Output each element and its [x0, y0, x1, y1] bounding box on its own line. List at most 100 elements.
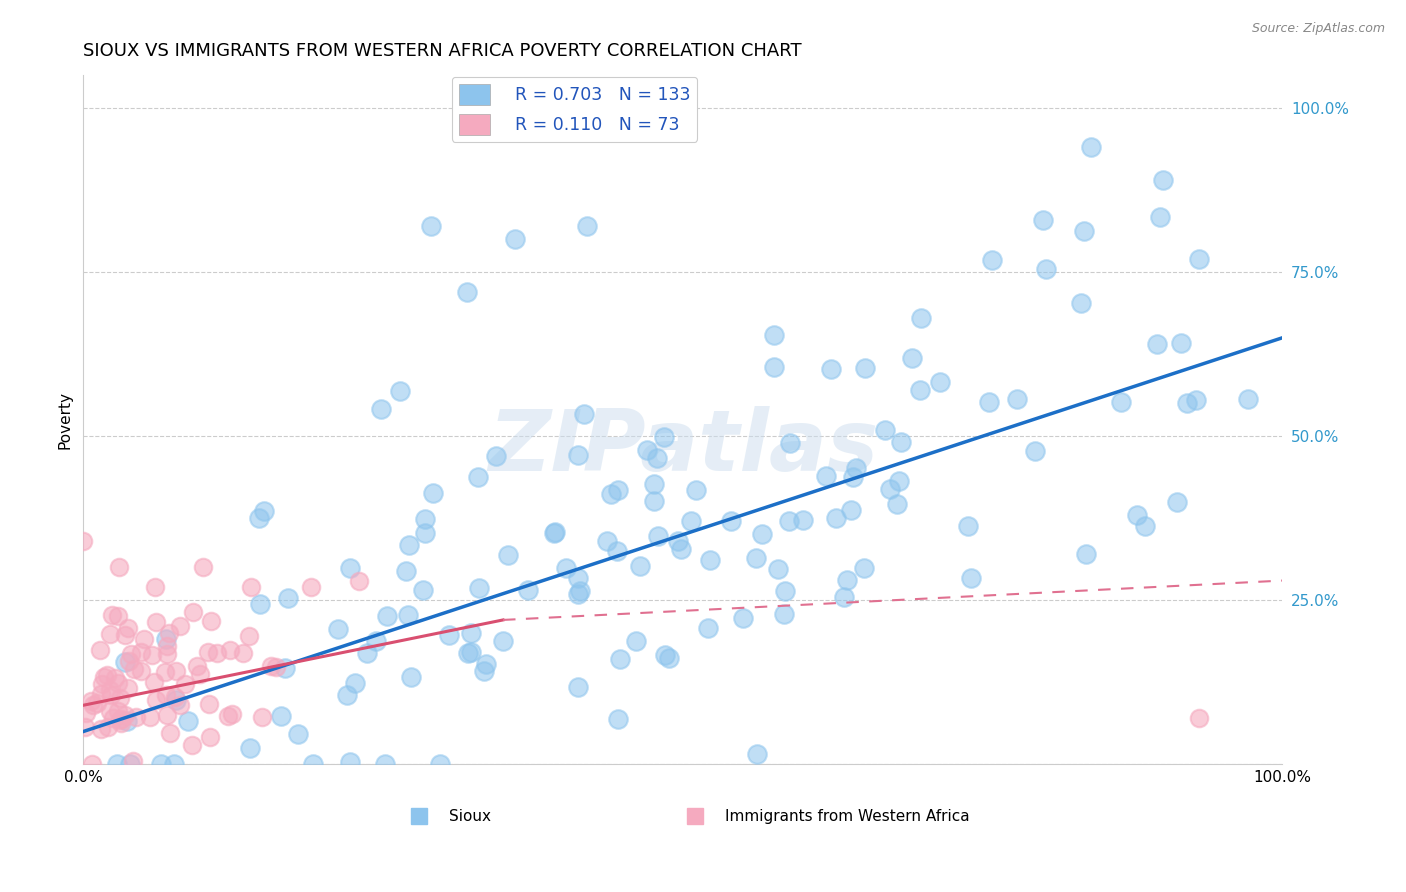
Point: [879, 482, 901, 496]
Point: [155, 639, 177, 653]
Point: [301, 757, 323, 772]
Point: [1024, 443, 1046, 458]
Point: [852, 561, 875, 575]
Point: [117, 681, 139, 695]
Point: [472, 664, 495, 678]
Point: [122, 663, 145, 677]
Point: [150, 757, 173, 772]
Text: Source: ZipAtlas.com: Source: ZipAtlas.com: [1251, 22, 1385, 36]
Point: [145, 615, 167, 630]
Point: [200, 730, 222, 744]
Point: [186, 659, 208, 673]
Point: [977, 395, 1000, 409]
Text: Immigrants from Western Africa: Immigrants from Western Africa: [725, 808, 970, 823]
Point: [1187, 711, 1209, 725]
Point: [247, 511, 270, 525]
Point: [460, 625, 482, 640]
Point: [90, 722, 112, 736]
Point: [107, 704, 129, 718]
Point: [249, 597, 271, 611]
Point: [595, 534, 617, 549]
Point: [643, 493, 665, 508]
Point: [103, 711, 125, 725]
Point: [105, 757, 128, 772]
Point: [485, 449, 508, 463]
Point: [142, 675, 165, 690]
Point: [1237, 392, 1260, 407]
Point: [75, 706, 97, 721]
Point: [388, 384, 411, 398]
Point: [1152, 173, 1174, 187]
Point: [165, 693, 187, 707]
Point: [567, 571, 589, 585]
Point: [277, 591, 299, 605]
Point: [398, 538, 420, 552]
Point: [751, 526, 773, 541]
Point: [747, 747, 769, 761]
Point: [647, 529, 669, 543]
Point: [110, 712, 132, 726]
Point: [1149, 210, 1171, 224]
Point: [169, 619, 191, 633]
Point: [853, 361, 876, 376]
Point: [125, 710, 148, 724]
Point: [217, 709, 239, 723]
Point: [475, 657, 498, 671]
Text: SIOUX VS IMMIGRANTS FROM WESTERN AFRICA POVERTY CORRELATION CHART: SIOUX VS IMMIGRANTS FROM WESTERN AFRICA …: [83, 42, 801, 60]
Point: [205, 646, 228, 660]
Point: [1133, 519, 1156, 533]
Point: [1073, 223, 1095, 237]
Point: [957, 518, 980, 533]
Point: [1187, 252, 1209, 266]
Point: [107, 609, 129, 624]
Point: [343, 676, 366, 690]
Point: [841, 503, 863, 517]
Point: [114, 628, 136, 642]
Point: [607, 483, 630, 498]
Point: [606, 713, 628, 727]
Point: [129, 645, 152, 659]
Point: [80, 694, 103, 708]
Point: [401, 669, 423, 683]
Point: [273, 661, 295, 675]
Point: [336, 688, 359, 702]
Point: [156, 647, 179, 661]
Point: [890, 435, 912, 450]
Point: [567, 681, 589, 695]
Point: [681, 514, 703, 528]
Point: [496, 549, 519, 563]
Point: [98, 682, 121, 697]
Point: [1166, 495, 1188, 509]
Point: [492, 633, 515, 648]
Point: [1177, 396, 1199, 410]
Point: [569, 583, 592, 598]
Point: [165, 690, 187, 704]
Point: [107, 675, 129, 690]
Point: [908, 383, 931, 397]
Point: [503, 232, 526, 246]
Point: [90, 687, 112, 701]
Point: [264, 660, 287, 674]
Point: [420, 219, 443, 234]
Text: ZIPatlas: ZIPatlas: [488, 406, 877, 489]
Point: [685, 483, 707, 497]
Point: [396, 607, 419, 622]
Point: [181, 738, 204, 752]
Point: [155, 632, 177, 646]
Point: [117, 621, 139, 635]
Point: [260, 658, 283, 673]
Point: [200, 614, 222, 628]
Point: [197, 645, 219, 659]
Point: [104, 671, 127, 685]
Point: [375, 609, 398, 624]
Point: [157, 625, 180, 640]
Point: [575, 219, 598, 234]
Point: [86, 697, 108, 711]
Point: [766, 562, 789, 576]
Point: [658, 651, 681, 665]
Point: [108, 690, 131, 705]
Point: [412, 582, 434, 597]
Point: [1005, 392, 1028, 406]
Point: [219, 643, 242, 657]
Point: [326, 622, 349, 636]
